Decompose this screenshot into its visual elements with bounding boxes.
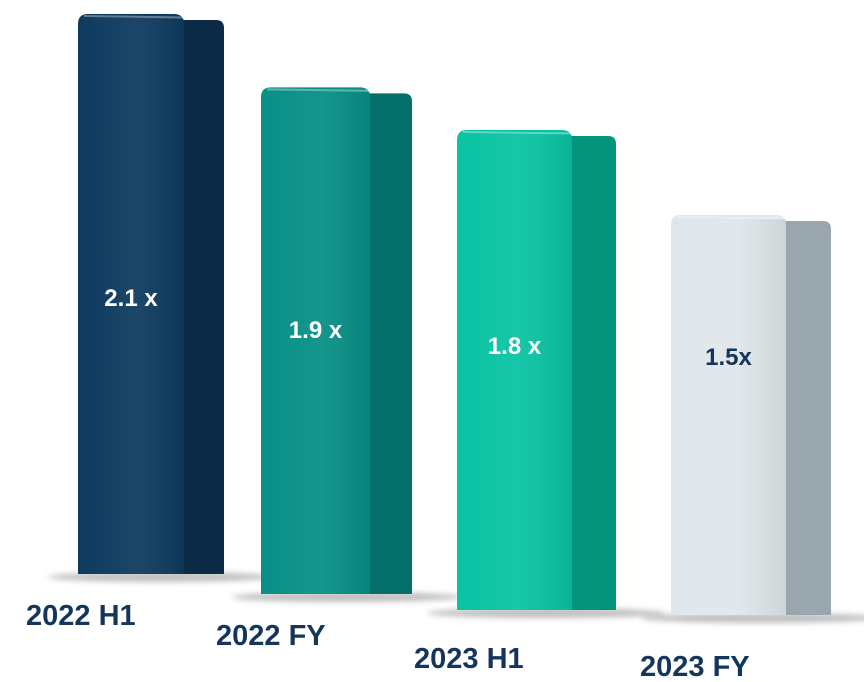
value-labels-group: 2.1 x 1.9 x 1.8 x 1.5x: [104, 285, 752, 371]
bars-group: [78, 14, 831, 615]
bar-value-label: 1.8 x: [488, 333, 542, 360]
bar-value-label: 2.1 x: [104, 285, 158, 312]
bar-shadow: [48, 572, 274, 582]
bar-sheen: [671, 219, 786, 615]
bar-shadow: [231, 592, 462, 602]
bar: [457, 130, 616, 610]
bar-top-highlight: [462, 131, 609, 135]
bar-sheen: [78, 18, 184, 574]
bar-shadow: [641, 613, 864, 623]
bar-value-label: 1.5x: [705, 344, 752, 371]
category-label: 2023 H1: [414, 643, 524, 675]
bar-top-highlight: [676, 216, 824, 220]
bar-shadow: [427, 608, 666, 618]
bar: [78, 14, 224, 574]
bar-sheen: [457, 134, 572, 610]
bar: [671, 215, 831, 615]
bar-value-label: 1.9 x: [289, 317, 343, 344]
bar-shadows: [48, 572, 864, 623]
bar-sheen: [261, 91, 370, 594]
category-label: 2022 FY: [216, 620, 326, 652]
bar-side-face: [558, 136, 616, 610]
bar-side-face: [772, 221, 831, 615]
category-label: 2023 FY: [640, 651, 750, 682]
bar: [261, 87, 412, 594]
bar-top-highlight: [83, 15, 217, 19]
bar-top-highlight: [266, 88, 405, 93]
category-label: 2022 H1: [26, 600, 136, 632]
category-labels-group: 2022 H1 2022 FY 2023 H1 2023 FY: [26, 600, 750, 682]
